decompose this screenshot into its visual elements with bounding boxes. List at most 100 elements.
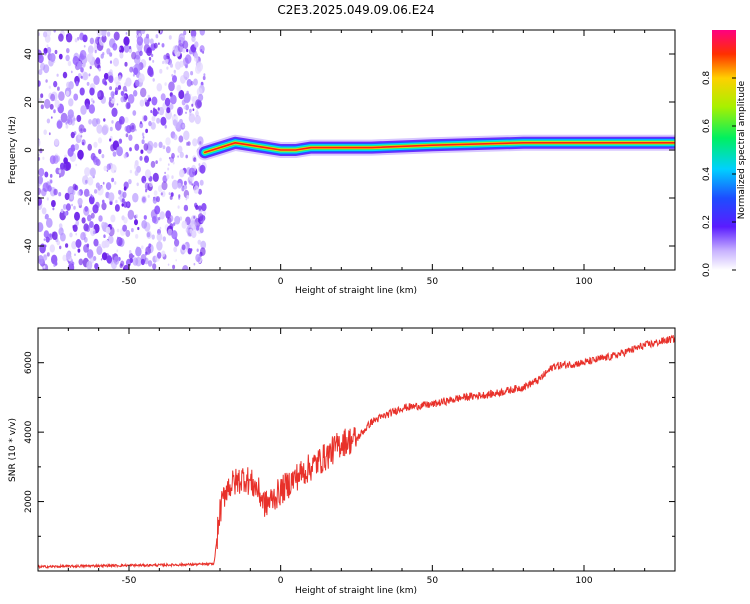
noise-speck bbox=[100, 30, 107, 37]
noise-speck bbox=[159, 226, 162, 230]
noise-speck bbox=[155, 34, 159, 39]
noise-speck bbox=[183, 106, 186, 110]
noise-speck bbox=[88, 195, 95, 205]
noise-speck bbox=[128, 253, 134, 260]
noise-speck bbox=[184, 92, 191, 103]
noise-speck bbox=[118, 196, 120, 200]
noise-speck bbox=[53, 80, 58, 88]
noise-speck bbox=[132, 73, 135, 77]
noise-speck bbox=[116, 103, 119, 106]
noise-speck bbox=[147, 142, 150, 146]
x-tick-label: -50 bbox=[122, 576, 137, 586]
noise-speck bbox=[89, 256, 95, 264]
noise-speck bbox=[172, 119, 178, 126]
noise-speck bbox=[114, 181, 117, 185]
y-axis-label: SNR (10 * v/v) bbox=[8, 418, 18, 482]
noise-speck bbox=[90, 193, 92, 197]
noise-speck bbox=[106, 163, 112, 171]
noise-speck bbox=[118, 46, 121, 51]
noise-speck bbox=[59, 245, 62, 250]
noise-speck bbox=[191, 183, 194, 186]
noise-speck bbox=[58, 91, 65, 101]
noise-speck bbox=[89, 87, 95, 96]
noise-speck bbox=[200, 247, 206, 256]
noise-speck bbox=[83, 206, 90, 216]
noise-speck bbox=[78, 124, 85, 134]
noise-speck bbox=[164, 82, 167, 86]
noise-speck bbox=[108, 97, 112, 102]
noise-speck bbox=[128, 179, 132, 185]
noise-speck bbox=[44, 98, 51, 109]
noise-speck bbox=[54, 261, 58, 266]
noise-speck bbox=[174, 72, 176, 75]
noise-speck bbox=[129, 147, 132, 152]
noise-speck bbox=[183, 184, 188, 190]
snr-frame bbox=[37, 327, 676, 572]
noise-speck bbox=[93, 238, 99, 247]
noise-speck bbox=[43, 230, 50, 239]
x-tick-label: 50 bbox=[427, 277, 439, 287]
noise-speck bbox=[135, 256, 142, 267]
noise-speck bbox=[174, 215, 181, 225]
y-tick-label: -40 bbox=[24, 238, 34, 253]
colorbar-tick-label: 0.2 bbox=[702, 215, 712, 229]
noise-speck bbox=[196, 109, 198, 112]
noise-speck bbox=[183, 70, 190, 80]
noise-speck bbox=[118, 189, 122, 195]
noise-speck bbox=[89, 37, 95, 45]
x-axis-label: Height of straight line (km) bbox=[295, 286, 417, 296]
noise-speck bbox=[146, 232, 151, 238]
noise-speck bbox=[88, 52, 94, 59]
noise-speck bbox=[110, 96, 116, 104]
noise-speck bbox=[164, 97, 171, 107]
noise-speck bbox=[79, 87, 85, 96]
colorbar-tick-label: 0.4 bbox=[702, 167, 712, 182]
noise-speck bbox=[139, 122, 144, 129]
noise-speck bbox=[199, 227, 204, 234]
noise-speck bbox=[81, 217, 86, 224]
noise-speck bbox=[43, 238, 46, 241]
noise-speck bbox=[92, 204, 99, 214]
noise-speck bbox=[77, 197, 83, 206]
noise-speck bbox=[159, 211, 165, 220]
noise-speck bbox=[70, 70, 73, 74]
noise-speck bbox=[190, 30, 197, 38]
noise-speck bbox=[120, 96, 125, 103]
noise-speck bbox=[183, 30, 187, 36]
noise-speck bbox=[128, 134, 133, 141]
noise-speck bbox=[82, 34, 88, 43]
noise-speck bbox=[71, 203, 73, 207]
noise-speck bbox=[123, 44, 130, 53]
noise-speck bbox=[123, 217, 128, 224]
noise-speck bbox=[135, 246, 142, 257]
noise-speck bbox=[136, 165, 142, 173]
noise-speck bbox=[76, 114, 82, 123]
noise-speck bbox=[89, 65, 92, 70]
noise-speck bbox=[149, 181, 153, 188]
noise-speck bbox=[87, 143, 92, 151]
noise-speck bbox=[100, 258, 103, 261]
noise-speck bbox=[144, 98, 148, 103]
noise-speck bbox=[112, 43, 118, 51]
noise-speck bbox=[122, 224, 127, 232]
noise-speck bbox=[143, 181, 146, 185]
noise-speck bbox=[97, 137, 103, 144]
noise-speck bbox=[66, 48, 70, 54]
noise-speck bbox=[195, 64, 202, 74]
noise-speck bbox=[173, 69, 176, 74]
noise-speck bbox=[103, 72, 109, 80]
noise-speck bbox=[197, 100, 202, 108]
noise-speck bbox=[78, 258, 84, 266]
noise-speck bbox=[145, 33, 150, 39]
noise-speck bbox=[147, 194, 150, 198]
noise-speck bbox=[58, 169, 62, 174]
noise-speck bbox=[108, 192, 115, 202]
noise-speck bbox=[88, 104, 96, 114]
noise-speck bbox=[73, 205, 76, 210]
noise-speck bbox=[185, 198, 188, 201]
noise-speck bbox=[150, 122, 156, 130]
noise-speck bbox=[82, 72, 89, 81]
noise-speck bbox=[113, 256, 120, 265]
noise-speck bbox=[181, 244, 186, 251]
noise-speck bbox=[191, 103, 194, 107]
